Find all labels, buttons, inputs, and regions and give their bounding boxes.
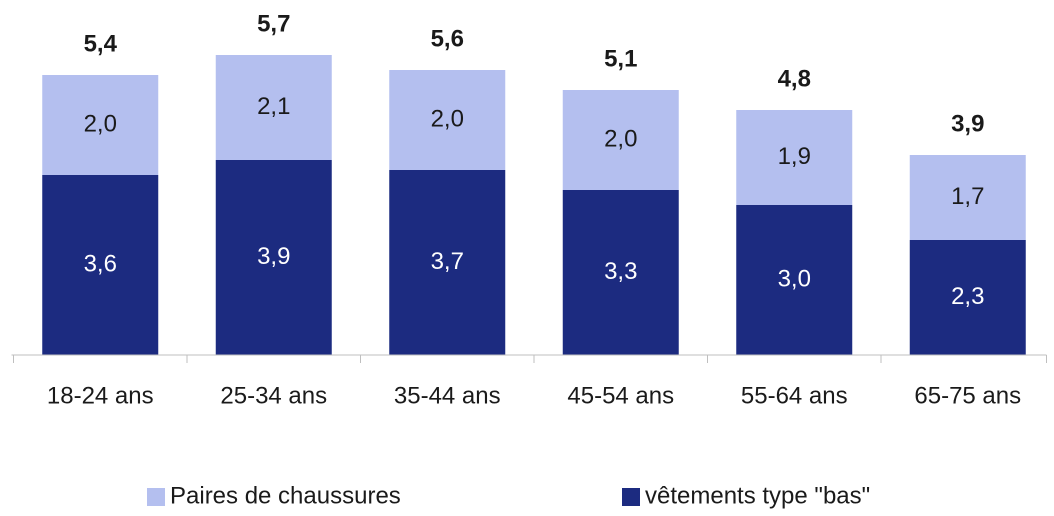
value-label: 1,7 xyxy=(951,183,984,210)
bar-segment xyxy=(215,160,332,355)
x-tick-label: 35-44 ans xyxy=(394,382,501,409)
legend-swatch xyxy=(622,488,640,506)
x-tick-label: 45-54 ans xyxy=(567,382,674,409)
value-label: 3,6 xyxy=(84,250,117,277)
total-label: 5,7 xyxy=(257,10,290,37)
total-label: 3,9 xyxy=(951,110,984,137)
legend-swatch xyxy=(147,488,165,506)
bar-segment xyxy=(909,155,1026,240)
bar-segment xyxy=(736,205,853,355)
value-label: 3,9 xyxy=(257,243,290,270)
value-label: 3,3 xyxy=(604,258,637,285)
total-label: 5,4 xyxy=(84,30,118,57)
legend-label: Paires de chaussures xyxy=(170,482,401,509)
x-tick-label: 25-34 ans xyxy=(220,382,327,409)
x-tick-label: 55-64 ans xyxy=(741,382,848,409)
bar-segment xyxy=(215,55,332,160)
bar-segment xyxy=(909,240,1026,355)
bar-segment xyxy=(736,110,853,205)
bar-segment xyxy=(389,170,506,355)
bar-segment xyxy=(42,75,159,175)
legend-label: vêtements type "bas" xyxy=(645,482,870,509)
total-label: 4,8 xyxy=(778,65,811,92)
value-label: 2,0 xyxy=(604,125,637,152)
value-label: 2,3 xyxy=(951,283,984,310)
value-label: 2,1 xyxy=(257,93,290,120)
value-label: 2,0 xyxy=(431,105,464,132)
value-label: 2,0 xyxy=(84,110,117,137)
bar-segment xyxy=(389,70,506,170)
x-tick-label: 18-24 ans xyxy=(47,382,154,409)
total-label: 5,1 xyxy=(604,45,637,72)
value-label: 1,9 xyxy=(778,143,811,170)
value-label: 3,7 xyxy=(431,248,464,275)
bar-segment xyxy=(562,90,679,190)
bar-segment xyxy=(42,175,159,355)
value-label: 3,0 xyxy=(778,265,811,292)
total-label: 5,6 xyxy=(431,25,464,52)
bar-segment xyxy=(562,190,679,355)
x-tick-label: 65-75 ans xyxy=(914,382,1021,409)
